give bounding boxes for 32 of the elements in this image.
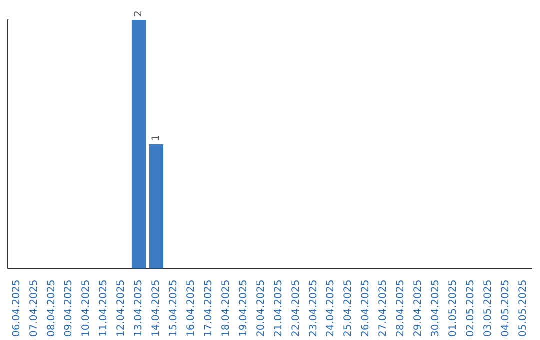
x-tick-label: 22.04.2025 (290, 280, 302, 338)
x-tick-label: 24.04.2025 (326, 280, 337, 338)
x-tick-label: 03.05.2025 (482, 280, 494, 338)
x-tick-label: 30.04.2025 (430, 280, 442, 338)
x-tick-label: 28.04.2025 (396, 280, 407, 338)
x-tick-label: 08.04.2025 (46, 280, 58, 338)
x-tick-label: 13.04.2025 (134, 280, 145, 338)
x-tick-label: 14.04.2025 (151, 280, 162, 338)
x-tick-label: 15.04.2025 (168, 280, 180, 338)
x-tick-label: 10.04.2025 (81, 280, 92, 338)
x-tick-label: 11.04.2025 (98, 280, 110, 338)
x-tick-label: 25.04.2025 (343, 280, 354, 338)
x-tick-label: 02.05.2025 (465, 280, 476, 338)
x-tick-label: 16.04.2025 (186, 280, 197, 338)
x-tick-label: 23.04.2025 (308, 280, 320, 338)
x-tick-label: 04.05.2025 (500, 280, 512, 338)
x-tick-label: 29.04.2025 (413, 280, 424, 338)
x-tick-label: 05.05.2025 (518, 280, 529, 338)
x-tick-label: 06.04.2025 (11, 280, 22, 338)
x-tick-label: 27.04.2025 (378, 280, 390, 338)
x-tick-label: 12.04.2025 (116, 280, 128, 338)
data-label: 2 (134, 10, 145, 17)
x-tick-label: 09.04.2025 (64, 280, 75, 338)
x-tick-label: 17.04.2025 (203, 280, 214, 338)
data-label: 1 (151, 134, 162, 142)
x-tick-label: 21.04.2025 (273, 280, 284, 338)
x-tick-label: 26.04.2025 (360, 280, 372, 338)
x-tick-label: 20.04.2025 (256, 280, 267, 338)
x-tick-label: 18.04.2025 (220, 280, 232, 338)
x-tick-label: 01.05.2025 (448, 280, 459, 338)
x-tick-label: 07.04.2025 (28, 280, 40, 338)
x-tick-label: 19.04.2025 (238, 280, 250, 338)
